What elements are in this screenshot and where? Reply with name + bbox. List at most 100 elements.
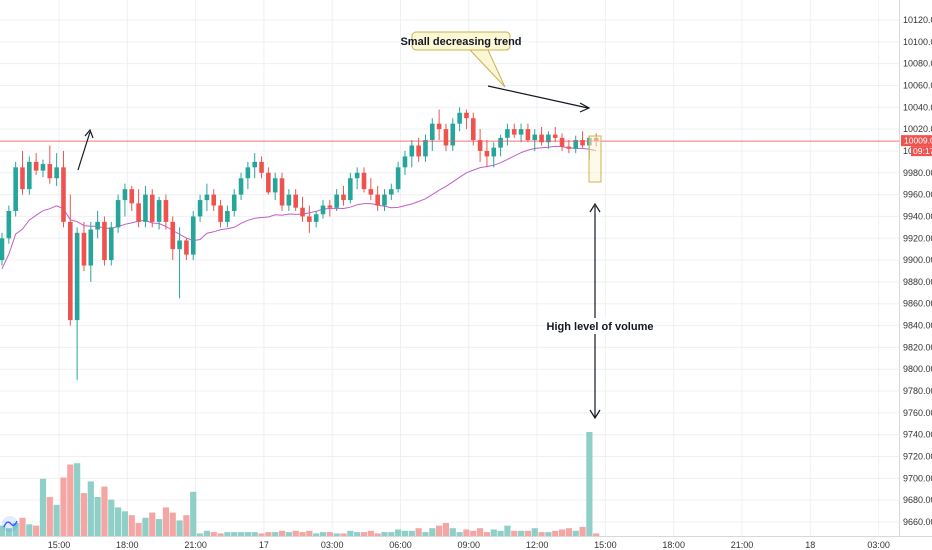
candle-body [149,194,155,222]
callout-text: Small decreasing trend [400,36,521,48]
volume-bar [415,528,422,536]
candle [573,135,579,154]
volume-bar [196,533,204,536]
candle [566,140,572,154]
price-tick-label: 10080.00 [903,59,932,69]
price-tick-label: 9800.00 [903,364,932,374]
volume-bar [456,532,463,536]
candle [409,140,415,168]
candle-body [238,178,244,195]
candle [552,126,558,143]
candle [20,150,25,195]
volume-bar [395,529,402,536]
time-tick-label: 15:00 [48,540,71,550]
candle-body [252,161,258,168]
candle [102,216,107,266]
candle-body [566,146,572,149]
candle-body [429,123,435,141]
trend-callout[interactable]: Small decreasing trend [400,31,522,88]
volume-bar [142,517,149,536]
time-tick-label: 18:00 [116,540,139,550]
time-tick-label: 18 [805,540,815,550]
volume-bar [74,463,81,536]
candle [136,189,141,228]
candle [252,153,258,179]
candle [68,194,73,326]
moving-average-line [1,145,597,270]
candle-body [218,205,223,222]
candle-body [327,205,333,208]
candle-body [354,172,360,179]
tradingview-logo[interactable] [2,516,18,532]
candle [334,189,339,211]
price-tick-label: 10100.00 [903,37,932,47]
candle-body [409,145,415,157]
volume-bar [490,529,497,536]
candle-body [307,216,312,222]
candle-body [81,232,87,266]
volume-bar [422,532,429,536]
candle-body [163,200,169,222]
volume-bar [162,507,170,536]
volume-bar [108,499,115,536]
volume-bar [285,532,292,536]
volume-bar [463,529,470,536]
candle-body [88,229,94,266]
candle-body [300,207,305,217]
price-tick-label: 9760.00 [903,408,932,418]
chart-grid [0,0,899,536]
candle-body [320,205,326,215]
candle-body [266,172,271,193]
volume-bar [306,530,313,536]
volume-note-bg [552,318,648,334]
time-tick-label: 15:00 [594,540,617,550]
price-axis[interactable]: 10120.00 10100.00 10080.00 10060.00 10040.00… [903,15,932,527]
candle [129,185,135,211]
candle [40,159,46,178]
volume-bar [258,533,265,536]
candle-body [115,200,121,228]
candle [505,123,510,146]
candle-body [559,137,565,147]
candle-body [389,189,394,195]
candle-body [197,200,203,217]
volume-bar [429,528,436,536]
candle [108,221,114,266]
price-tick-label: 9820.00 [903,342,932,352]
volume-bars [0,432,600,536]
volume-bar [80,493,88,536]
candle [443,123,449,151]
candle [272,172,278,201]
volume-bar [374,533,381,536]
candle [464,109,469,130]
candle-body [361,172,367,190]
candle [204,183,210,211]
candle-body [211,194,217,206]
price-tick-label: 10120.00 [903,15,932,25]
candle [382,189,387,211]
time-tick-label: 18:00 [662,540,685,550]
time-tick-label: 12:00 [526,540,549,550]
candle-body [498,137,503,148]
volume-bar [5,528,12,536]
candle-body [184,240,189,255]
countdown-tag: 09:17 [911,146,932,157]
candle-body [375,194,380,206]
candle-body [450,123,456,146]
volume-bar [155,519,163,536]
volume-bar [552,530,559,536]
candle [81,221,87,271]
svg-text:10009.00: 10009.00 [904,136,932,146]
candle [477,129,483,162]
candle [61,150,66,228]
candle [429,118,435,151]
volume-bar [94,497,101,536]
volume-bar [497,530,504,536]
volume-bar [340,533,347,536]
volume-bar [39,478,47,536]
candle-body [491,147,497,157]
up-arrow [77,128,94,171]
time-axis[interactable]: 15:00 18:00 21:00 17 03:00 06:00 09:00 12:00 15:… [48,540,890,550]
volume-bar [408,530,415,536]
